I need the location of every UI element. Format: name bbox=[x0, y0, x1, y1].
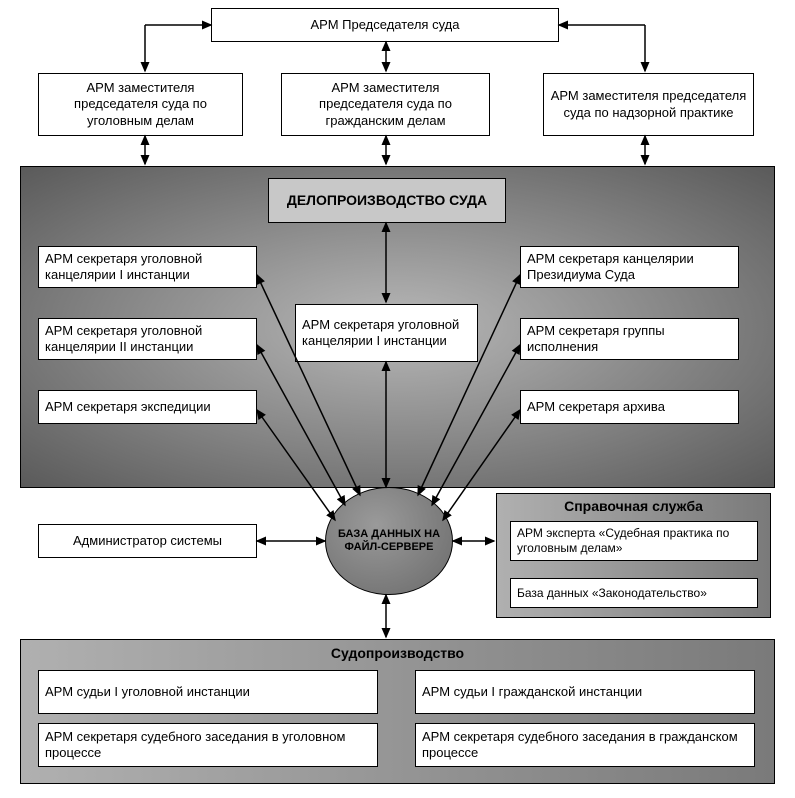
panel-title-label: ДЕЛОПРОИЗВОДСТВО СУДА bbox=[287, 192, 487, 210]
panel-title-label: Судопроизводство bbox=[331, 645, 464, 661]
panel-title-label: Справочная служба bbox=[564, 498, 703, 514]
node-label: АРМ заместителя председателя суда по уго… bbox=[45, 80, 236, 129]
node-database: БАЗА ДАННЫХ НА ФАЙЛ-СЕРВЕРЕ bbox=[325, 487, 453, 595]
panel-title-reference: Справочная служба bbox=[496, 498, 771, 514]
node-secretary-criminal-1: АРМ секретаря уголовной канцелярии I инс… bbox=[38, 246, 257, 288]
node-label: АРМ секретаря группы исполнения bbox=[527, 323, 732, 356]
diagram-canvas: АРМ Председателя суда АРМ заместителя пр… bbox=[0, 0, 795, 798]
node-secretary-criminal-center: АРМ секретаря уголовной канцелярии I инс… bbox=[295, 304, 478, 362]
node-label: АРМ секретаря уголовной канцелярии II ин… bbox=[45, 323, 250, 356]
node-label: АРМ судьи I уголовной инстанции bbox=[45, 684, 250, 700]
node-label: БАЗА ДАННЫХ НА ФАЙЛ-СЕРВЕРЕ bbox=[332, 528, 446, 554]
node-deputy-civil: АРМ заместителя председателя суда по гра… bbox=[281, 73, 490, 136]
node-legislation-db: База данных «Законодательство» bbox=[510, 578, 758, 608]
node-admin: Администратор системы bbox=[38, 524, 257, 558]
node-chairman: АРМ Председателя суда bbox=[211, 8, 559, 42]
node-label: АРМ Председателя суда bbox=[311, 17, 460, 33]
node-label: АРМ заместителя председателя суда по над… bbox=[550, 88, 747, 121]
node-secretary-enforcement: АРМ секретаря группы исполнения bbox=[520, 318, 739, 360]
node-label: АРМ секретаря экспедиции bbox=[45, 399, 211, 415]
node-label: АРМ эксперта «Судебная практика по уголо… bbox=[517, 526, 751, 556]
node-label: Администратор системы bbox=[73, 533, 222, 549]
node-secretary-hearing-civil: АРМ секретаря судебного заседания в граж… bbox=[415, 723, 755, 767]
node-expert-practice: АРМ эксперта «Судебная практика по уголо… bbox=[510, 521, 758, 561]
node-secretary-expedition: АРМ секретаря экспедиции bbox=[38, 390, 257, 424]
node-label: АРМ секретаря уголовной канцелярии I инс… bbox=[45, 251, 250, 284]
node-secretary-criminal-2: АРМ секретаря уголовной канцелярии II ин… bbox=[38, 318, 257, 360]
node-label: АРМ секретаря канцелярии Президиума Суда bbox=[527, 251, 732, 284]
node-deputy-supervisory: АРМ заместителя председателя суда по над… bbox=[543, 73, 754, 136]
node-judge-civil: АРМ судьи I гражданской инстанции bbox=[415, 670, 755, 714]
node-label: АРМ судьи I гражданской инстанции bbox=[422, 684, 642, 700]
node-secretary-presidium: АРМ секретаря канцелярии Президиума Суда bbox=[520, 246, 739, 288]
node-label: База данных «Законодательство» bbox=[517, 586, 707, 601]
node-label: АРМ заместителя председателя суда по гра… bbox=[288, 80, 483, 129]
node-label: АРМ секретаря судебного заседания в угол… bbox=[45, 729, 371, 762]
panel-title-recordkeeping: ДЕЛОПРОИЗВОДСТВО СУДА bbox=[268, 178, 506, 223]
node-label: АРМ секретаря судебного заседания в граж… bbox=[422, 729, 748, 762]
node-label: АРМ секретаря архива bbox=[527, 399, 665, 415]
panel-title-proceedings: Судопроизводство bbox=[20, 645, 775, 661]
node-secretary-archive: АРМ секретаря архива bbox=[520, 390, 739, 424]
node-secretary-hearing-criminal: АРМ секретаря судебного заседания в угол… bbox=[38, 723, 378, 767]
node-label: АРМ секретаря уголовной канцелярии I инс… bbox=[302, 317, 471, 350]
node-judge-criminal: АРМ судьи I уголовной инстанции bbox=[38, 670, 378, 714]
node-deputy-criminal: АРМ заместителя председателя суда по уго… bbox=[38, 73, 243, 136]
